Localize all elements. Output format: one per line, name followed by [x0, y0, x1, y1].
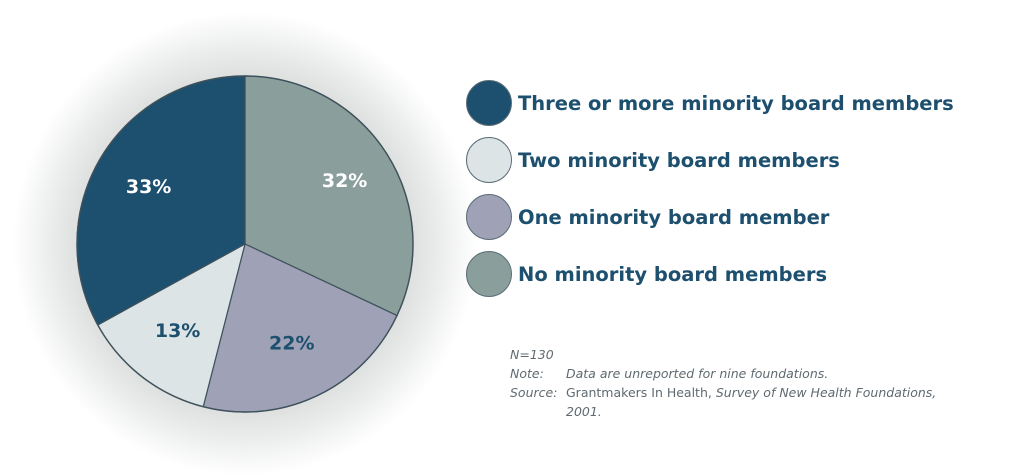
- legend-label-two: Two minority board members: [518, 148, 840, 172]
- legend-item-two: Two minority board members: [466, 135, 1010, 185]
- sample-size: N=130: [510, 347, 554, 362]
- pie-outline: [76, 75, 414, 413]
- note-key: Note:: [510, 366, 544, 381]
- note-row: Note: Data are unreported for nine found…: [510, 364, 1000, 383]
- pie-label-three-or-more-minority-board-members: 33%: [126, 176, 171, 198]
- pie-label-no-minority-board-members: 32%: [322, 170, 367, 192]
- legend-label-one: One minority board member: [518, 205, 830, 229]
- chart-notes: N=130 Note: Data are unreported for nine…: [510, 345, 1000, 421]
- legend-item-one: One minority board member: [466, 192, 1010, 242]
- legend-swatch-one: [466, 194, 512, 240]
- legend-item-none: No minority board members: [466, 249, 1010, 299]
- pie-label-one-minority-board-member: 22%: [269, 333, 314, 355]
- source-year: 2001.: [566, 404, 602, 419]
- source-title: Survey of New Health Foundations,: [715, 385, 937, 400]
- legend-label-three-or-more: Three or more minority board members: [518, 91, 954, 115]
- source-row: Source: Grantmakers In Health, Survey of…: [510, 383, 1000, 421]
- legend-swatch-none: [466, 251, 512, 297]
- sample-size-row: N=130: [510, 345, 1000, 364]
- legend-swatch-two: [466, 137, 512, 183]
- legend-swatch-three-or-more: [466, 80, 512, 126]
- legend-label-none: No minority board members: [518, 262, 828, 286]
- pie-slices: [76, 75, 414, 413]
- source-key: Source:: [510, 385, 558, 400]
- legend-item-three-or-more: Three or more minority board members: [466, 78, 1010, 128]
- legend: Three or more minority board members Two…: [466, 78, 1010, 306]
- note-text: Data are unreported for nine foundations…: [566, 366, 829, 381]
- pie-label-two-minority-board-members: 13%: [155, 320, 200, 342]
- pie-slice-labels: 32% 22% 13% 33%: [126, 170, 367, 355]
- source-publisher: Grantmakers In Health,: [566, 385, 716, 400]
- source-text: Grantmakers In Health, Survey of New Hea…: [566, 383, 1000, 421]
